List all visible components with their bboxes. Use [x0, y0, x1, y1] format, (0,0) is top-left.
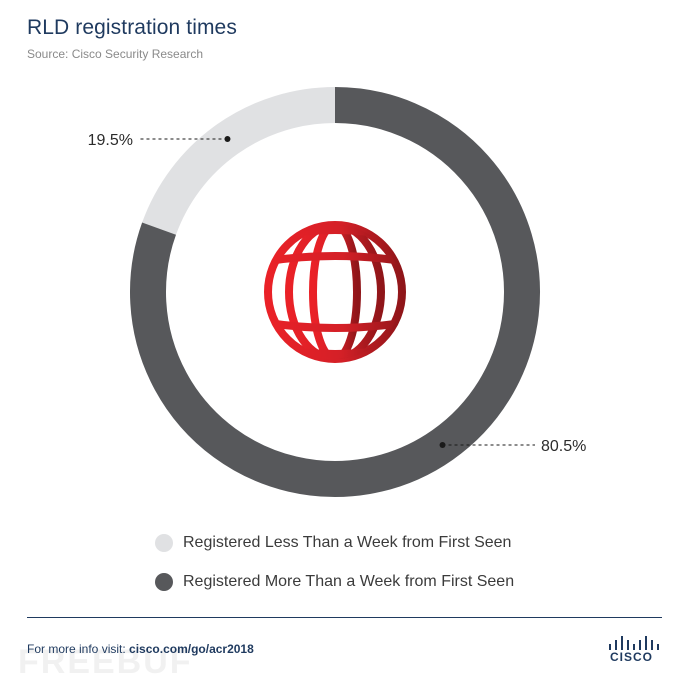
- footer-info: For more info visit: cisco.com/go/acr201…: [27, 642, 254, 656]
- legend-swatch: [155, 534, 173, 552]
- footer-link[interactable]: cisco.com/go/acr2018: [129, 642, 254, 656]
- cisco-bars-icon: [607, 632, 663, 650]
- legend-item-less-than-week: Registered Less Than a Week from First S…: [155, 532, 514, 554]
- chart-source: Source: Cisco Security Research: [27, 47, 204, 61]
- cisco-logo: CISCO: [607, 632, 663, 668]
- chart-title: RLD registration times: [27, 16, 237, 39]
- data-label-0: 19.5%: [88, 132, 133, 149]
- legend-label: Registered Less Than a Week from First S…: [183, 534, 512, 551]
- cisco-logo-text: CISCO: [610, 650, 654, 664]
- legend-label: Registered More Than a Week from First S…: [183, 573, 515, 590]
- legend: Registered Less Than a Week from First S…: [155, 532, 514, 610]
- callouts: 19.5% 80.5%: [88, 132, 587, 455]
- legend-swatch: [155, 573, 173, 591]
- footer-divider: [27, 617, 662, 618]
- legend-item-more-than-week: Registered More Than a Week from First S…: [155, 571, 514, 593]
- data-label-1: 80.5%: [541, 438, 586, 455]
- donut-slice-0: [142, 87, 336, 236]
- footer-prefix: For more info visit:: [27, 642, 126, 656]
- globe-icon: [264, 221, 406, 363]
